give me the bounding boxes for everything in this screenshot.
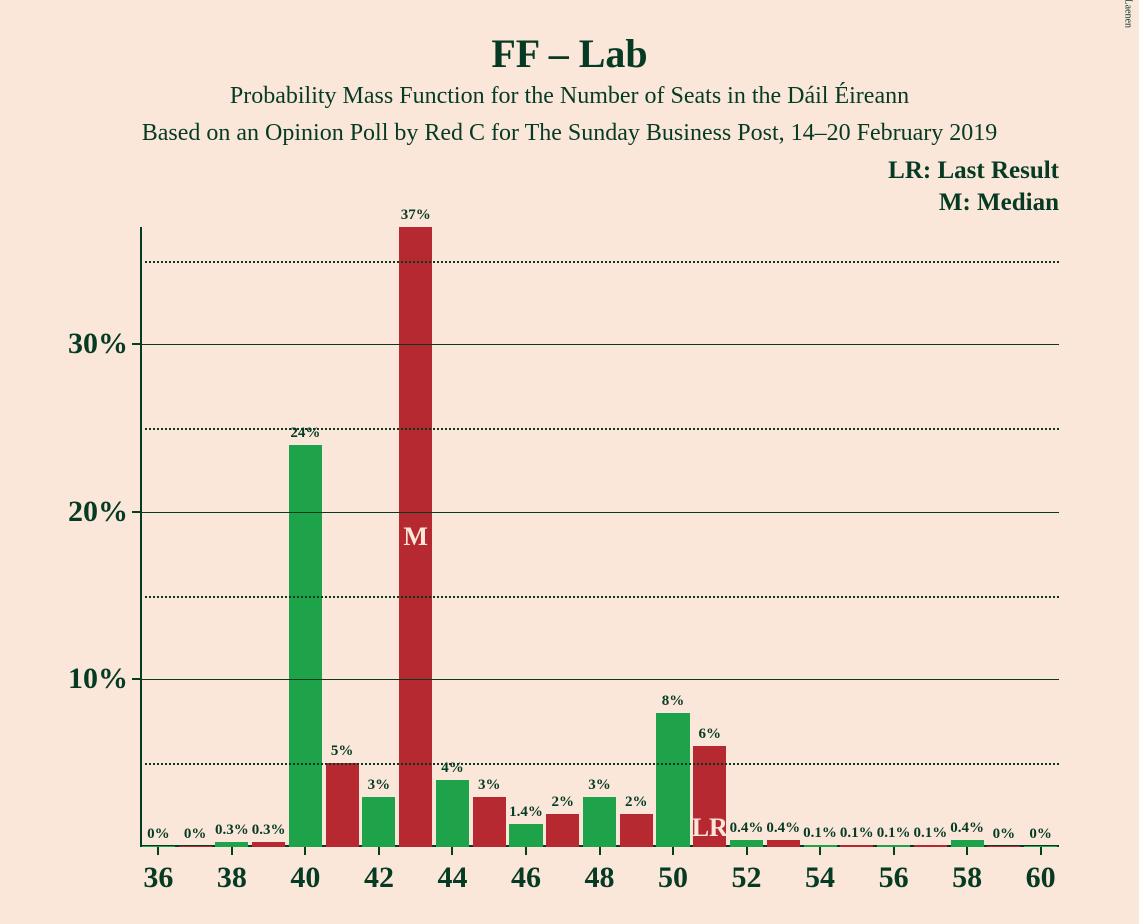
bar: 0.1%: [914, 845, 947, 847]
gridline-major: [140, 512, 1059, 513]
chart-container: FF – Lab Probability Mass Function for t…: [0, 0, 1139, 924]
bar: 1.4%: [509, 824, 542, 847]
bar-value-label: 3%: [368, 777, 391, 797]
gridline-minor: [140, 428, 1059, 430]
bar: 0%: [987, 846, 1020, 847]
bar-value-label: 2%: [551, 794, 574, 814]
bar: 2%: [546, 814, 579, 848]
bar-value-label: 3%: [588, 777, 611, 797]
bar: 37%M: [399, 227, 432, 847]
bar-value-label: 3%: [478, 777, 501, 797]
gridline-major: [140, 344, 1059, 345]
bar: 2%: [620, 814, 653, 848]
gridline-minor: [140, 763, 1059, 765]
x-tick-mark: [451, 847, 453, 855]
chart-subtitle-2: Based on an Opinion Poll by Red C for Th…: [50, 120, 1089, 147]
chart-subtitle-1: Probability Mass Function for the Number…: [50, 83, 1089, 110]
y-tick-label: 20%: [68, 495, 140, 529]
gridline-minor: [140, 261, 1059, 263]
bar: 0.1%: [840, 845, 873, 847]
bars-layer: 0%0%0.3%0.3%24%5%3%37%M4%3%1.4%2%3%2%8%6…: [140, 227, 1059, 847]
x-tick-mark: [746, 847, 748, 855]
bar-marker: LR: [692, 813, 728, 843]
bar: 3%: [583, 797, 616, 847]
gridline-minor: [140, 596, 1059, 598]
x-tick-mark: [304, 847, 306, 855]
bar-value-label: 1.4%: [509, 804, 543, 824]
gridline-major: [140, 679, 1059, 680]
bar-value-label: 0%: [1029, 826, 1052, 846]
bar-value-label: 5%: [331, 743, 354, 763]
bar: 6%LR: [693, 746, 726, 847]
copyright: © 2020 Filip van Laenen: [1122, 0, 1133, 28]
y-tick-label: 30%: [68, 327, 140, 361]
x-tick-mark: [819, 847, 821, 855]
x-tick-mark: [525, 847, 527, 855]
bar: 3%: [473, 797, 506, 847]
bar-value-label: 0%: [184, 826, 207, 846]
bar: 4%: [436, 780, 469, 847]
bar-value-label: 2%: [625, 794, 648, 814]
bar: 0.3%: [252, 842, 285, 847]
legend-lr: LR: Last Result: [50, 157, 1059, 185]
bar-value-label: 0.4%: [950, 820, 984, 840]
y-tick-mark: [132, 511, 140, 513]
bar: 0.4%: [767, 840, 800, 847]
bar-value-label: 0.4%: [730, 820, 764, 840]
bar-value-label: 6%: [699, 726, 722, 746]
x-tick-mark: [672, 847, 674, 855]
bar: 0.4%: [951, 840, 984, 847]
bar-marker: M: [403, 522, 428, 552]
x-tick-mark: [378, 847, 380, 855]
y-tick-mark: [132, 678, 140, 680]
bar: 5%: [326, 763, 359, 847]
bar-value-label: 0.1%: [803, 825, 837, 845]
bar: 24%: [289, 445, 322, 847]
bar: 3%: [362, 797, 395, 847]
y-tick-label: 10%: [68, 662, 140, 696]
bar-value-label: 0.3%: [252, 822, 286, 842]
x-tick-mark: [231, 847, 233, 855]
chart-title: FF – Lab: [50, 30, 1089, 77]
legend-m: M: Median: [50, 189, 1059, 217]
x-tick-mark: [599, 847, 601, 855]
bar-value-label: 0.1%: [913, 825, 947, 845]
plot-area: 0%0%0.3%0.3%24%5%3%37%M4%3%1.4%2%3%2%8%6…: [140, 227, 1059, 847]
bar-value-label: 0.1%: [877, 825, 911, 845]
bar-value-label: 0%: [147, 826, 170, 846]
bar: 8%: [656, 713, 689, 847]
x-tick-mark: [157, 847, 159, 855]
y-tick-mark: [132, 343, 140, 345]
bar-value-label: 8%: [662, 693, 685, 713]
bar-value-label: 0.4%: [766, 820, 800, 840]
bar: 0%: [179, 846, 212, 847]
x-tick-mark: [893, 847, 895, 855]
bar-value-label: 37%: [401, 207, 431, 227]
x-tick-mark: [966, 847, 968, 855]
bar-value-label: 0%: [993, 826, 1016, 846]
bar-value-label: 0.3%: [215, 822, 249, 842]
bar: 0.4%: [730, 840, 763, 847]
bar-value-label: 0.1%: [840, 825, 874, 845]
x-tick-mark: [1040, 847, 1042, 855]
